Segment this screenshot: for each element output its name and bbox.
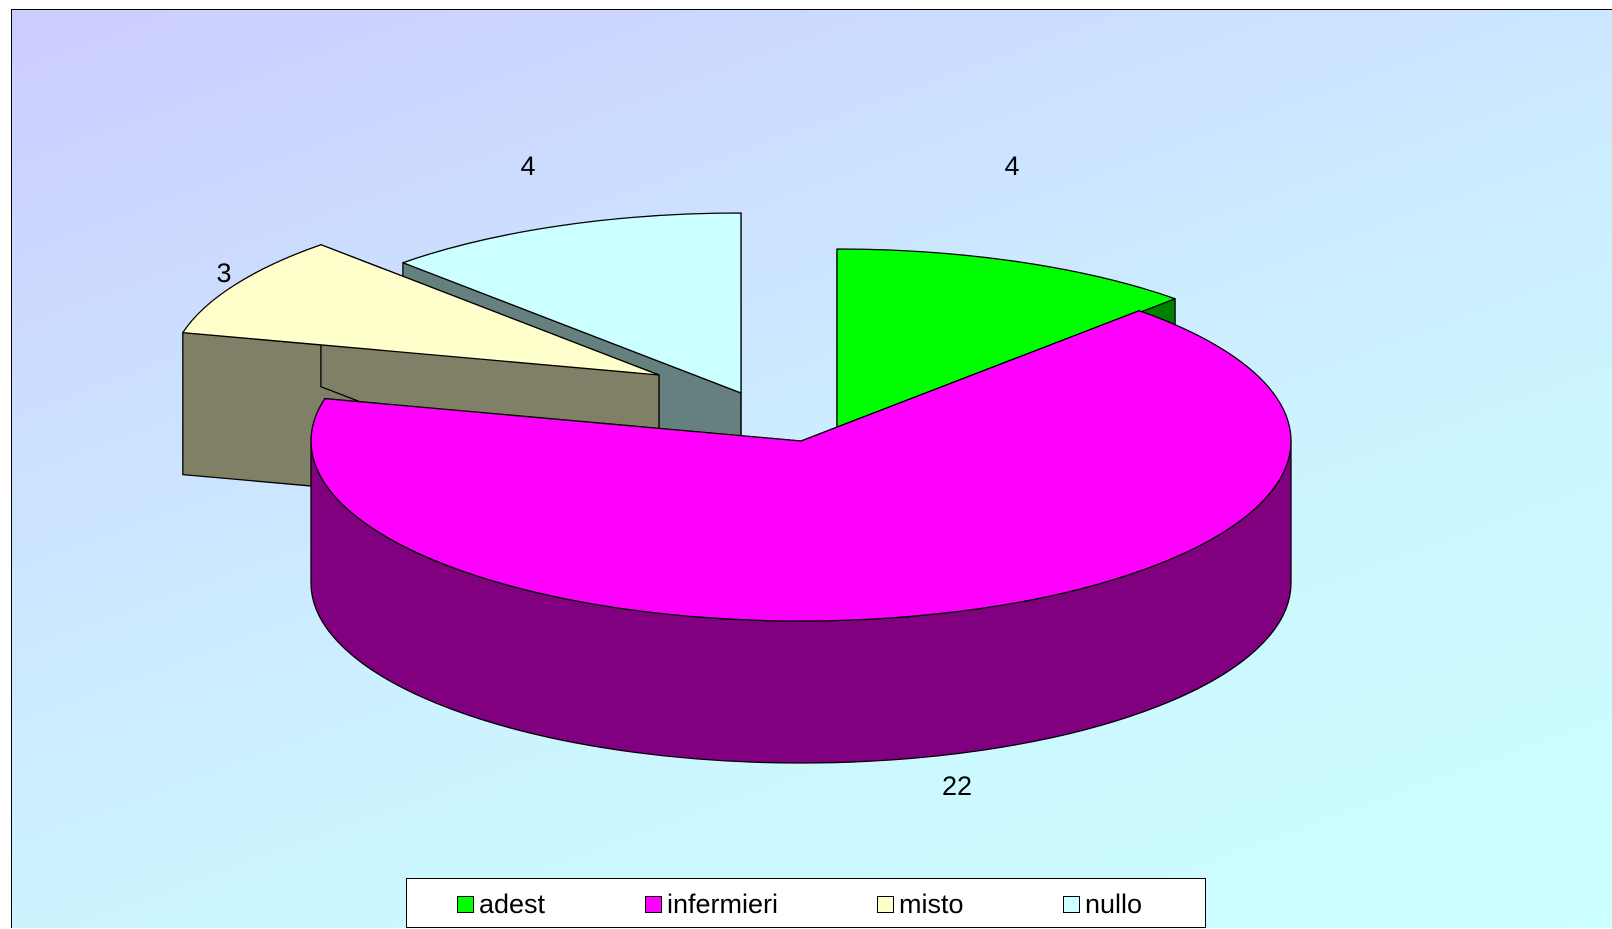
legend-swatch-adest: [457, 895, 474, 913]
legend-item-infermieri: infermieri: [645, 889, 778, 919]
legend-label-adest: adest: [479, 889, 546, 919]
legend-swatch-infermieri: [645, 895, 662, 913]
legend-swatch-nullo: [1063, 895, 1080, 913]
legend-label-misto: misto: [899, 889, 964, 919]
pie-slice-infermieri: [310, 310, 1292, 764]
data-label-nullo: 4: [520, 151, 535, 181]
legend-swatch-misto: [877, 895, 894, 913]
pie-chart: 4 22 3 4: [182, 151, 1292, 801]
pie-slice-top-adest: [836, 248, 1176, 430]
data-label-misto: 3: [216, 258, 231, 288]
pie-slice-top-misto: [182, 244, 660, 376]
legend-label-nullo: nullo: [1085, 889, 1143, 919]
pie-slice-top-infermieri: [310, 310, 1292, 622]
data-label-infermieri: 22: [942, 771, 972, 801]
legend: adest infermieri misto nullo: [406, 878, 1206, 928]
data-label-adest: 4: [1004, 151, 1019, 181]
legend-label-infermieri: infermieri: [667, 889, 779, 919]
chart-area: 4 22 3 4: [11, 9, 1612, 928]
legend-item-misto: misto: [877, 889, 964, 919]
legend-item-nullo: nullo: [1063, 889, 1142, 919]
legend-item-adest: adest: [457, 889, 545, 919]
pie-slice-top-nullo: [402, 212, 742, 394]
